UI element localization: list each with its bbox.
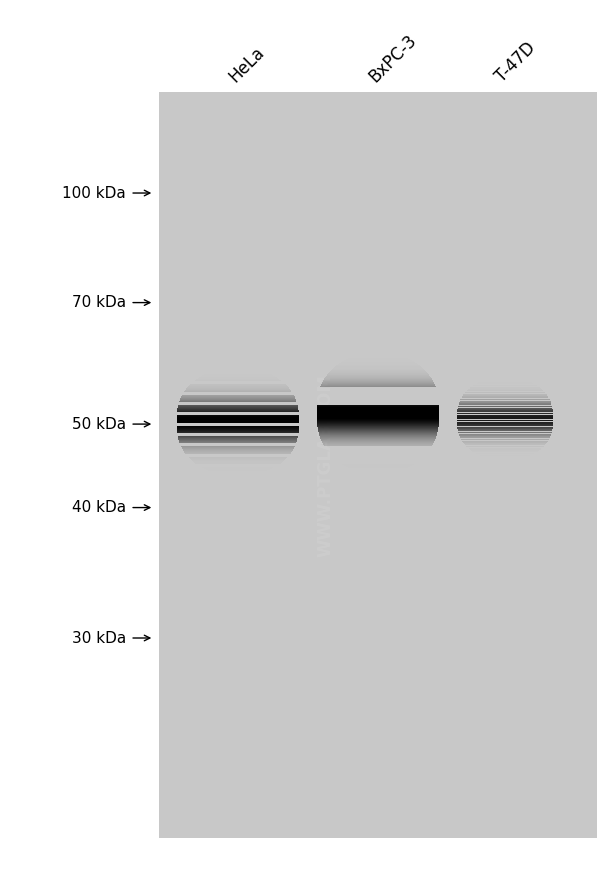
- Text: HeLa: HeLa: [225, 43, 268, 85]
- Text: WWW.PTGLAB.COM: WWW.PTGLAB.COM: [316, 374, 334, 556]
- Text: 100 kDa: 100 kDa: [62, 186, 126, 201]
- Bar: [159, 92, 597, 838]
- Text: 50 kDa: 50 kDa: [72, 416, 126, 431]
- Text: T-47D: T-47D: [492, 39, 539, 85]
- Text: 30 kDa: 30 kDa: [72, 630, 126, 646]
- Text: 70 kDa: 70 kDa: [72, 295, 126, 310]
- Text: 40 kDa: 40 kDa: [72, 500, 126, 515]
- Text: BxPC-3: BxPC-3: [365, 31, 420, 85]
